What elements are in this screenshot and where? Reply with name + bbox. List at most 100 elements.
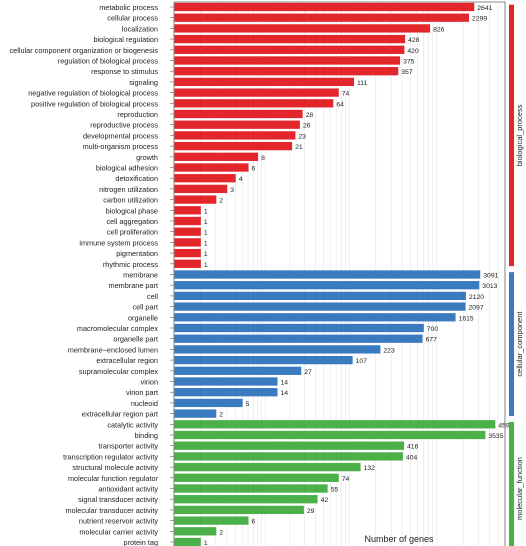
- value-label: 6: [252, 166, 256, 173]
- value-label: 700: [427, 326, 439, 333]
- category-label: antioxidant activity: [98, 485, 158, 494]
- bar: [174, 259, 201, 268]
- category-label: signal transducer activity: [78, 495, 158, 504]
- value-label: 4596: [498, 422, 513, 429]
- value-label: 42: [321, 497, 329, 504]
- category-label: binding: [134, 431, 158, 440]
- bar: [174, 248, 201, 258]
- category-label: extracellular region: [96, 356, 158, 365]
- bar: [174, 495, 318, 504]
- value-label: 416: [407, 444, 419, 451]
- value-label: 132: [364, 465, 376, 472]
- category-label: detoxification: [115, 174, 158, 183]
- category-label: catalytic activity: [107, 420, 158, 429]
- value-label: 29: [307, 508, 315, 515]
- category-label: structural molecule activity: [72, 463, 158, 472]
- bar: [174, 174, 236, 183]
- value-label: 107: [356, 358, 368, 365]
- value-label: 2641: [477, 5, 492, 12]
- category-label: molecular transducer activity: [66, 506, 159, 515]
- value-label: 826: [433, 26, 445, 33]
- value-label: 357: [401, 69, 413, 76]
- value-label: 404: [406, 454, 418, 461]
- bar: [174, 313, 456, 322]
- bar: [174, 163, 249, 172]
- category-label: cell proliferation: [107, 228, 158, 237]
- bar: [174, 2, 475, 12]
- bar: [174, 141, 293, 151]
- category-label: macromolecular complex: [77, 324, 158, 333]
- bar: [174, 302, 466, 311]
- bar: [174, 67, 399, 76]
- bar: [174, 345, 381, 354]
- category-label: cell part: [132, 303, 158, 312]
- value-label: 21: [295, 144, 303, 151]
- value-label: 2: [219, 198, 223, 205]
- bar: [174, 227, 201, 236]
- value-label: 1: [204, 230, 208, 237]
- category-label: pigmentation: [116, 249, 158, 258]
- bar: [174, 281, 480, 290]
- category-band: [509, 421, 514, 546]
- category-label: developmental process: [83, 131, 158, 140]
- category-label: organelle: [128, 313, 158, 322]
- bar: [174, 527, 217, 536]
- category-label: cellular process: [107, 14, 158, 23]
- bar: [174, 270, 481, 279]
- value-label: 2120: [469, 294, 484, 301]
- category-label: signaling: [129, 78, 158, 87]
- category-label: rhythmic process: [103, 260, 158, 269]
- category-label: molecular carrier activity: [79, 527, 158, 536]
- category-band-label: molecular_function: [515, 457, 524, 520]
- category-labels: metabolic process cellular processlocaliz…: [10, 3, 174, 546]
- bar: [174, 441, 405, 450]
- category-band: [509, 272, 514, 416]
- value-label: 677: [426, 337, 438, 344]
- bar: [174, 420, 496, 429]
- value-labels: 2641229982642842037535711174642826232186…: [204, 5, 514, 546]
- bar: [174, 34, 406, 44]
- value-label: 1: [204, 208, 208, 215]
- value-label: 2: [219, 529, 223, 536]
- category-label: localization: [122, 24, 158, 33]
- bar: [174, 484, 328, 493]
- bar: [174, 334, 423, 343]
- value-label: 5: [246, 401, 250, 408]
- category-label: nutrient reservoir activity: [79, 517, 158, 526]
- category-label: membrane−enclosed lumen: [68, 345, 158, 354]
- value-label: 2: [219, 412, 223, 419]
- category-label: molecular function regulator: [68, 474, 159, 483]
- bar: [174, 216, 201, 226]
- category-label: supramolecular complex: [79, 367, 158, 376]
- bar: [174, 77, 355, 87]
- value-label: 55: [331, 487, 339, 494]
- category-label: biological regulation: [94, 35, 159, 44]
- bar: [174, 56, 401, 65]
- category-label: immune system process: [79, 238, 158, 247]
- category-label: transporter activity: [98, 442, 158, 451]
- bar: [174, 388, 278, 397]
- value-label: 1: [204, 540, 208, 546]
- value-label: 3: [230, 187, 234, 194]
- x-axis-title: Number of genes: [364, 534, 434, 544]
- bar: [174, 195, 217, 204]
- bar: [174, 291, 466, 301]
- value-label: 23: [298, 133, 306, 140]
- category-label: metabolic process: [99, 3, 158, 12]
- value-label: 2097: [469, 305, 484, 312]
- bar: [174, 377, 278, 386]
- category-label: growth: [136, 153, 158, 162]
- bar: [174, 430, 486, 440]
- bar: [174, 366, 302, 375]
- bar: [174, 24, 431, 33]
- category-label: regulation of biological process: [58, 57, 159, 66]
- bar: [174, 473, 339, 482]
- category-label: nucleoid: [131, 399, 158, 408]
- value-label: 74: [342, 476, 350, 483]
- category-label: positive regulation of biological proces…: [31, 99, 158, 108]
- bar: [174, 99, 334, 108]
- value-label: 375: [403, 59, 415, 66]
- category-label: cellular component organization or bioge…: [10, 46, 159, 55]
- category-label: biological adhesion: [96, 164, 158, 173]
- value-label: 2299: [472, 16, 487, 23]
